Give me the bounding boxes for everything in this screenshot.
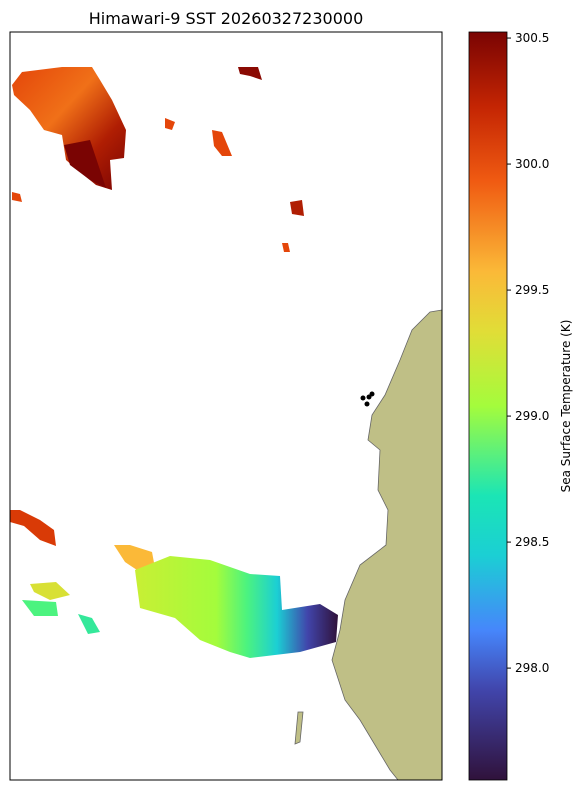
map-frame xyxy=(9,31,443,781)
colorbar-tick-label: 298.0 xyxy=(515,661,549,675)
colorbar-tick-label: 300.5 xyxy=(515,31,549,45)
sst-patch xyxy=(282,243,290,252)
island xyxy=(294,711,304,745)
sst-patch xyxy=(290,200,304,216)
sst-patch xyxy=(78,614,100,634)
colorbar-label: Sea Surface Temperature (K) xyxy=(559,320,573,493)
colorbar-tick-label: 298.5 xyxy=(515,535,549,549)
sst-patch xyxy=(212,130,232,156)
colorbar-tick-label: 300.0 xyxy=(515,157,549,171)
sst-patch xyxy=(114,545,155,572)
colorbar-tick-label: 299.5 xyxy=(515,283,549,297)
marker xyxy=(364,401,370,407)
sst-patch xyxy=(135,556,338,658)
sst-patch xyxy=(22,600,58,616)
sst-patch xyxy=(165,118,175,130)
marker xyxy=(369,391,375,397)
colorbar-tick-label: 299.0 xyxy=(515,409,549,423)
sst-patch xyxy=(12,192,22,202)
marker xyxy=(360,395,366,401)
colorbar xyxy=(468,31,508,781)
map xyxy=(9,31,443,781)
sst-patch xyxy=(12,67,126,190)
sst-patch xyxy=(30,582,70,600)
sst-patch xyxy=(10,510,56,546)
sst-patch xyxy=(238,67,262,80)
land xyxy=(331,309,443,781)
sst-patch xyxy=(64,140,106,188)
title: Himawari-9 SST 20260327230000 xyxy=(89,9,364,28)
